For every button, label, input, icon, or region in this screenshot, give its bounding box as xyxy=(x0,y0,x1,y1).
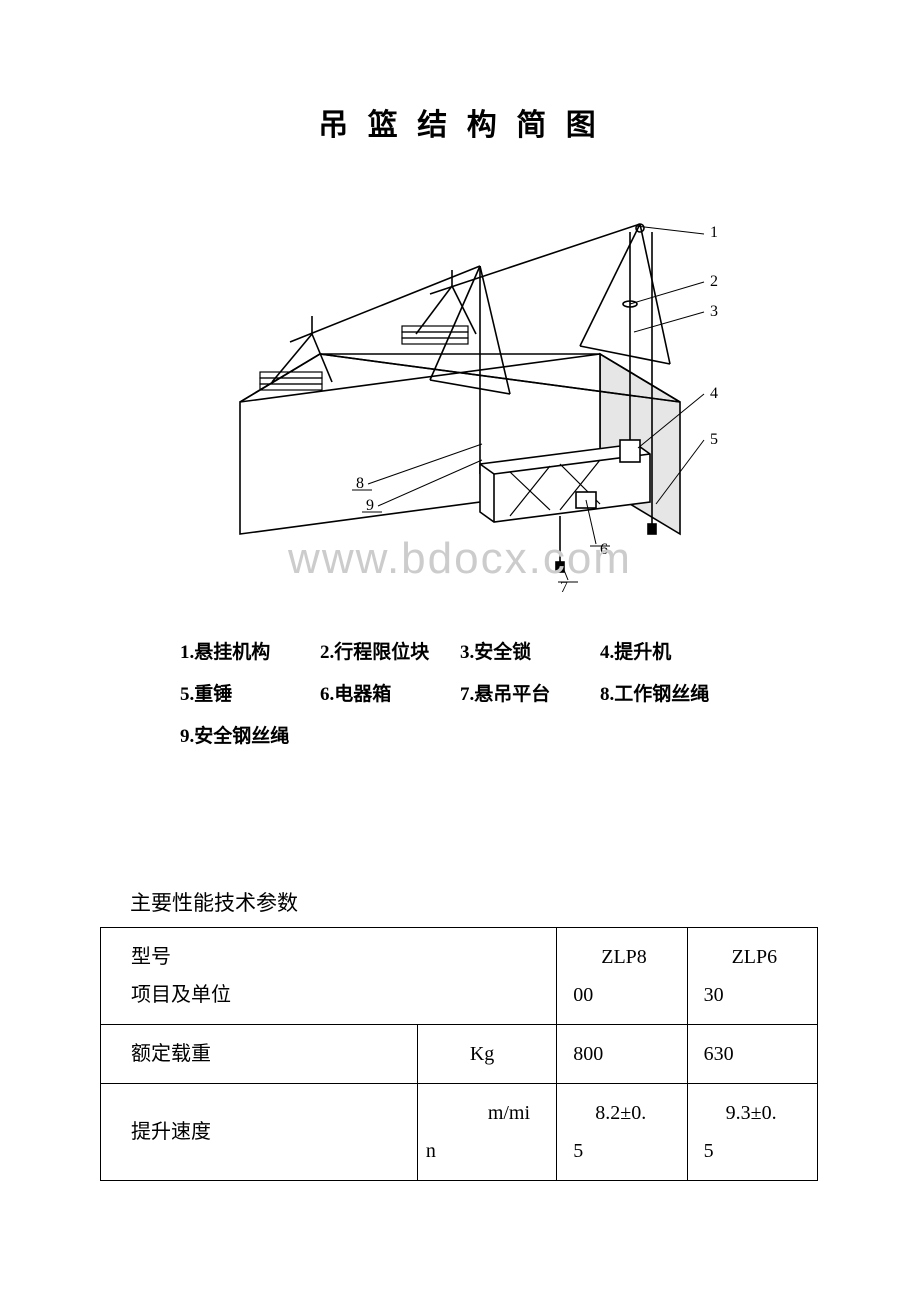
callout-2: 2 xyxy=(710,273,718,290)
legend-1: 1.悬挂机构 xyxy=(180,632,320,674)
legend-7: 7.悬吊平台 xyxy=(460,674,600,716)
diagram-svg: 1 2 3 4 5 6 7 8 9 xyxy=(180,204,740,594)
callout-4: 4 xyxy=(710,385,718,402)
cell-v2: 9.3±0.5 xyxy=(687,1084,817,1181)
figure-container: 1 2 3 4 5 6 7 8 9 www.bdocx.com xyxy=(180,204,740,757)
cell-label: 额定载重 xyxy=(101,1025,418,1084)
callout-5: 5 xyxy=(710,431,718,448)
structure-diagram: 1 2 3 4 5 6 7 8 9 www.bdocx.com xyxy=(180,204,740,594)
cell-v1: 8.2±0.5 xyxy=(557,1084,687,1181)
callout-9: 9 xyxy=(366,497,374,514)
callout-8: 8 xyxy=(356,475,364,492)
legend: 1.悬挂机构 2.行程限位块 3.安全锁 4.提升机 5.重锤 6.电器箱 7.… xyxy=(180,632,740,757)
table-row: 型号 项目及单位 ZLP800 ZLP630 xyxy=(101,928,818,1025)
spec-table: 型号 项目及单位 ZLP800 ZLP630 额定载重 Kg 800 630 提… xyxy=(100,927,818,1181)
legend-8: 8.工作钢丝绳 xyxy=(600,674,740,716)
legend-4: 4.提升机 xyxy=(600,632,740,674)
legend-6: 6.电器箱 xyxy=(320,674,460,716)
head-label: 型号 项目及单位 xyxy=(101,928,557,1025)
legend-5: 5.重锤 xyxy=(180,674,320,716)
spec-header: 主要性能技术参数 xyxy=(130,887,820,917)
cell-unit: m/min xyxy=(417,1084,556,1181)
page-title: 吊 篮 结 构 简 图 xyxy=(100,100,820,144)
cell-v1: 800 xyxy=(557,1025,687,1084)
cell-unit: Kg xyxy=(417,1025,556,1084)
callout-3: 3 xyxy=(710,303,718,320)
cell-label: 提升速度 xyxy=(101,1084,418,1181)
table-row: 额定载重 Kg 800 630 xyxy=(101,1025,818,1084)
head-model1: ZLP800 xyxy=(557,928,687,1025)
cell-v2: 630 xyxy=(687,1025,817,1084)
legend-9: 9.安全钢丝绳 xyxy=(180,716,320,758)
callout-7: 7 xyxy=(560,579,568,594)
callout-6: 6 xyxy=(600,541,608,558)
table-row: 提升速度 m/min 8.2±0.5 9.3±0.5 xyxy=(101,1084,818,1181)
head-model2: ZLP630 xyxy=(687,928,817,1025)
callout-1: 1 xyxy=(710,224,718,241)
legend-3: 3.安全锁 xyxy=(460,632,600,674)
legend-2: 2.行程限位块 xyxy=(320,632,460,674)
